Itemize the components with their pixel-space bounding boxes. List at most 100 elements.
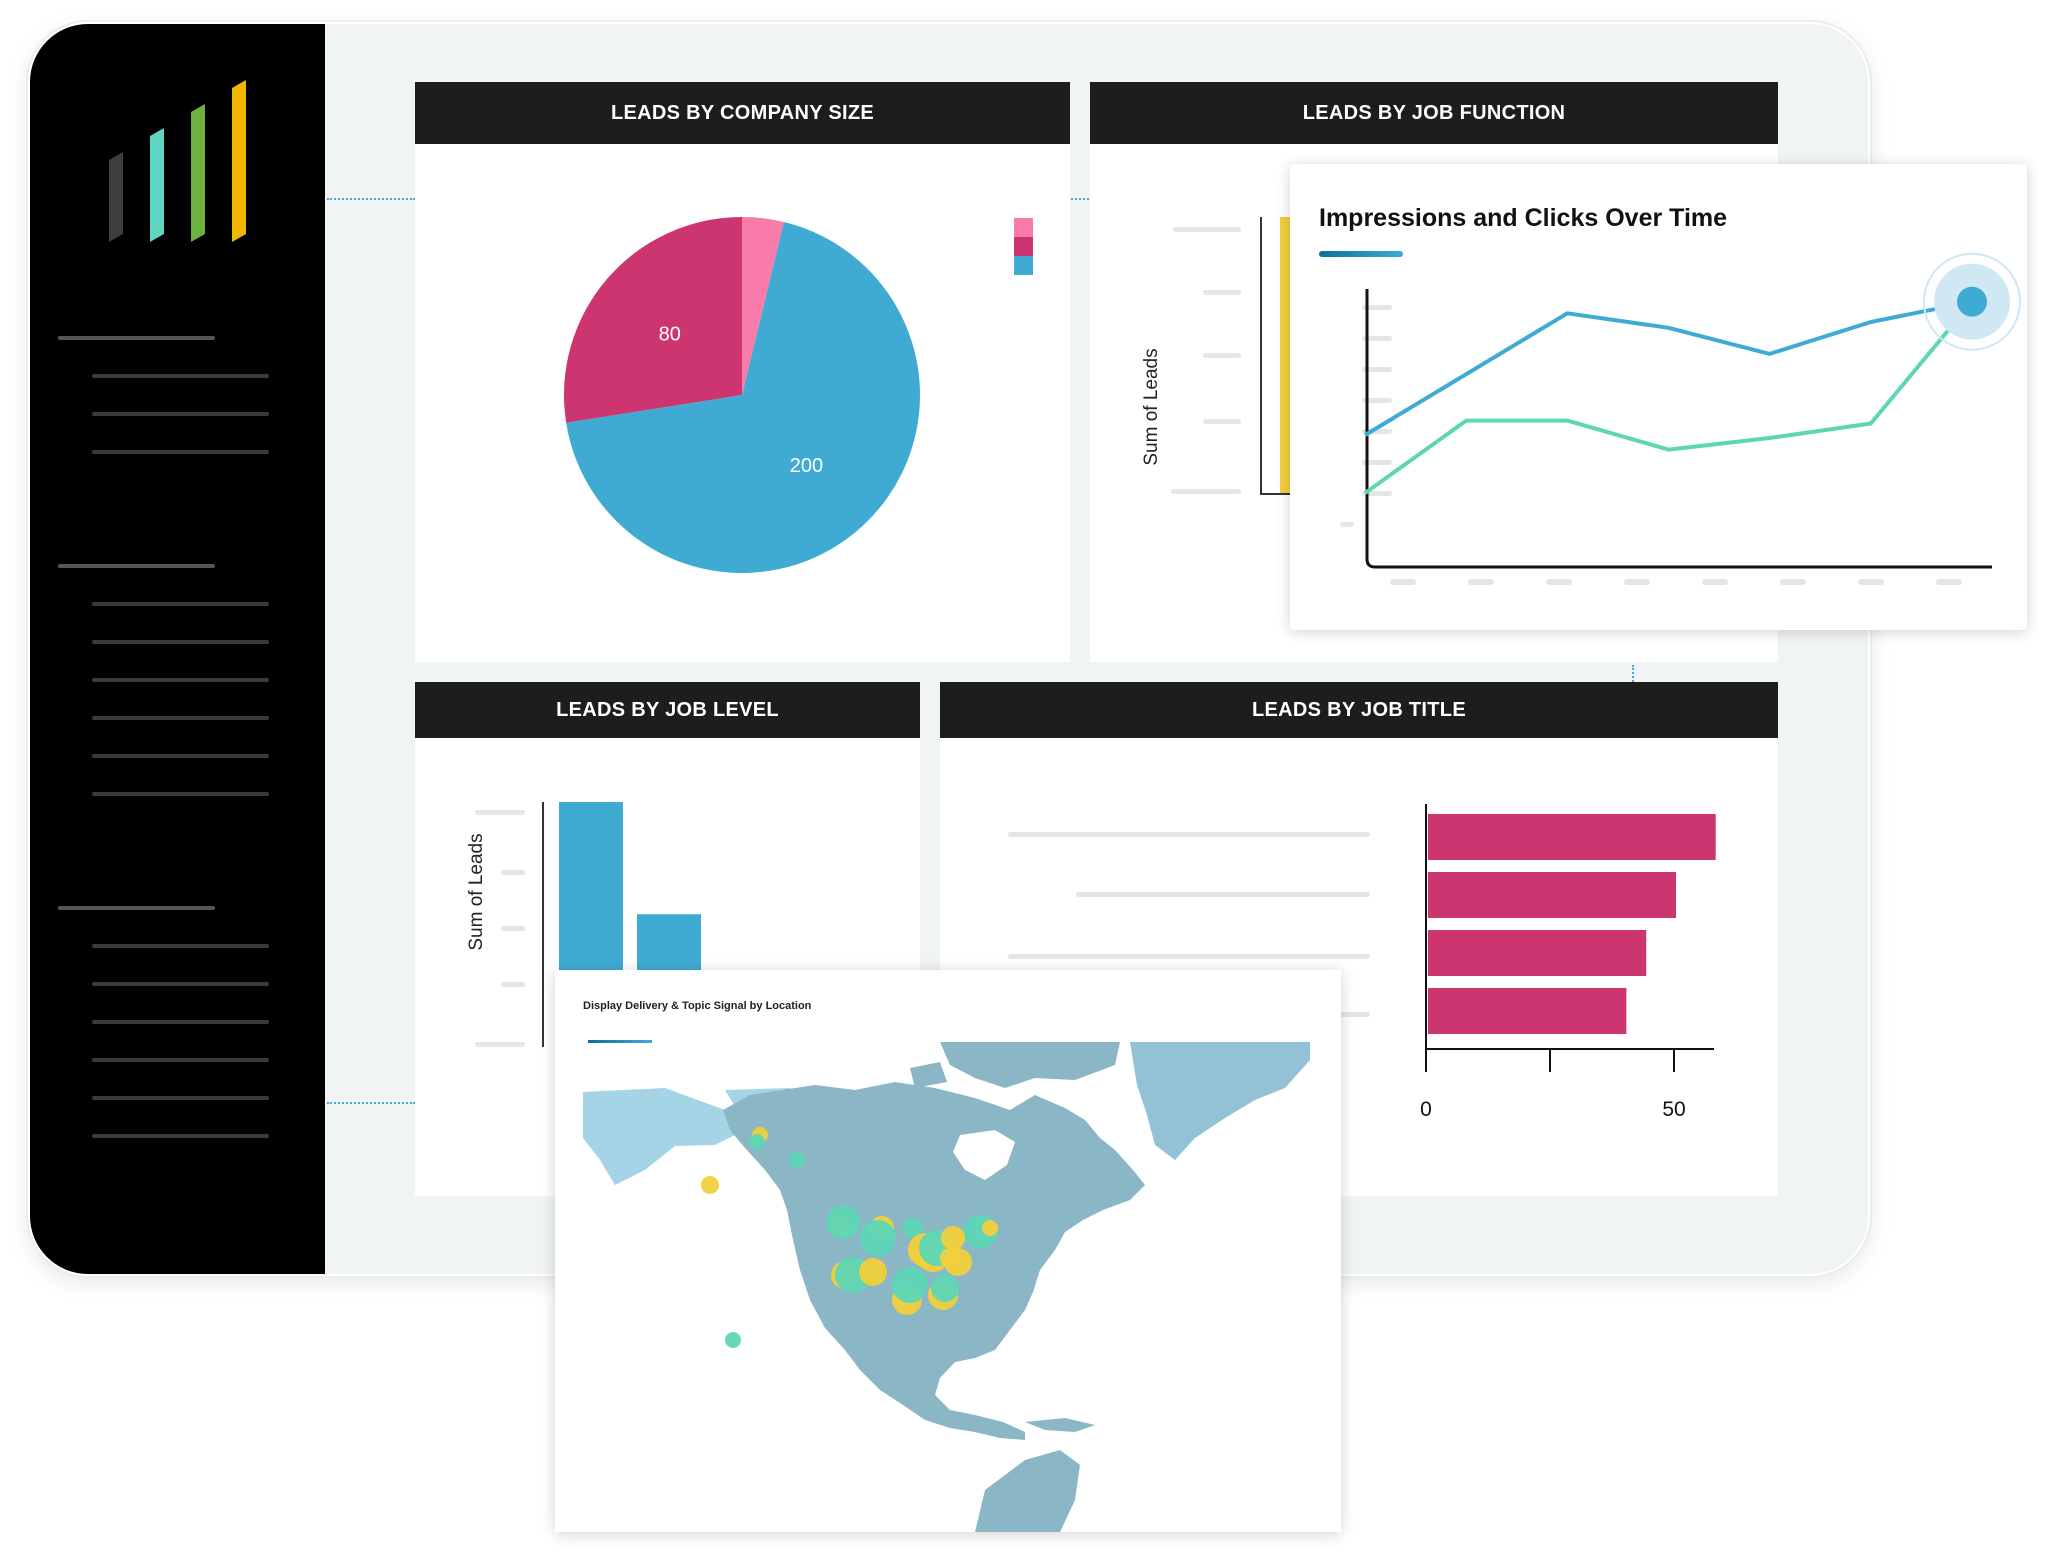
logo-bar-4 [232,80,246,242]
nav-group-heading[interactable] [58,336,215,340]
nav-item[interactable] [92,374,269,378]
x-tick-placeholder [1546,579,1572,585]
nav-item[interactable] [92,1134,269,1138]
tick-placeholder [1203,353,1241,358]
panel-title: LEADS BY JOB LEVEL [415,682,920,738]
map-region-caribbean [1025,1418,1095,1432]
legend-swatch [1014,237,1033,256]
nav-item[interactable] [92,716,269,720]
map-bubble [789,1152,805,1168]
connector-line [327,1102,415,1104]
map-bubble [859,1258,887,1286]
nav-item[interactable] [92,792,269,796]
logo-bar-3 [191,104,205,242]
nav-item[interactable] [92,1058,269,1062]
tick-placeholder [1362,398,1392,403]
tick-placeholder [1173,227,1241,232]
tick-placeholder [1362,336,1392,341]
title-underline [588,1040,652,1043]
logo-icon [109,80,246,242]
line-series [1363,300,1974,495]
logo-bar-1 [109,152,123,242]
job-title-bar [1428,814,1716,860]
nav-group-heading[interactable] [58,906,215,910]
x-tick-label: 0 [1420,1098,1432,1121]
x-tick-placeholder [1390,579,1416,585]
nav-item[interactable] [92,450,269,454]
nav-item[interactable] [92,1096,269,1100]
y-axis [542,802,544,1047]
card-title: Impressions and Clicks Over Time [1319,204,1728,232]
nav-group-heading[interactable] [58,564,215,568]
nav-item[interactable] [92,678,269,682]
panel-title: LEADS BY JOB TITLE [940,682,1778,738]
tick-placeholder [1203,419,1241,424]
tick-placeholder [1362,460,1392,465]
tick-placeholder [1171,489,1241,494]
y-axis-label-wrap: Sum of Leads [1132,292,1172,522]
impressions-card: Impressions and Clicks Over Time [1290,164,2027,630]
panel-title: LEADS BY COMPANY SIZE [415,82,1070,144]
nav-item[interactable] [92,944,269,948]
line-axes [1365,289,1992,569]
pie-slice [742,217,784,395]
impressions-line-chart [1363,252,2021,585]
pie-slice-label: 80 [659,323,681,345]
bar [1280,217,1290,493]
panel-title: LEADS BY JOB FUNCTION [1090,82,1778,144]
job-title-bar [1428,930,1647,976]
label-placeholder [1076,892,1370,897]
label-placeholder [1008,832,1370,837]
map-region-arctic-island [910,1062,947,1088]
map-bubble [941,1226,965,1250]
panel-company-size: LEADS BY COMPANY SIZE 200 80 [415,82,1070,662]
pie-slice-label: 200 [790,455,823,477]
y-axis [1260,217,1262,495]
tick-placeholder [1362,429,1392,434]
map-bubble [701,1176,719,1194]
highlight-point [1957,286,1987,317]
legend-swatch [1014,218,1033,237]
tick-placeholder [475,810,525,815]
north-america-map [583,1042,1310,1532]
map-bubble [860,1220,896,1256]
map-bubble [903,1218,923,1238]
map-bubble [931,1274,959,1302]
nav-item[interactable] [92,640,269,644]
tick-placeholder [1203,290,1241,295]
map-hudson-bay [953,1130,1015,1180]
job-title-bar [1428,872,1676,918]
line-series [1363,299,1973,437]
label-placeholder [1008,954,1370,959]
nav-item[interactable] [92,982,269,986]
map-bubble [725,1332,741,1348]
map-region-greenland [1130,1042,1310,1160]
tick-placeholder [475,1042,525,1047]
nav-item[interactable] [92,602,269,606]
nav-item[interactable] [92,412,269,416]
nav-item[interactable] [92,1020,269,1024]
x-tick-placeholder [1780,579,1806,585]
nav-item[interactable] [92,754,269,758]
job-title-bar-chart: 0 50 [1420,804,1716,1121]
pie-slice [566,221,920,574]
connector-line [327,198,415,200]
pie-chart: 200 80 [564,217,920,574]
connector-line [1071,198,1093,200]
map-region-south-america [975,1450,1080,1532]
x-tick-placeholder [1468,579,1494,585]
map-bubble [940,1248,960,1268]
tick-placeholder [1362,491,1392,496]
job-title-bar [1428,988,1627,1034]
title-underline [1319,251,1403,257]
tick-placeholder [1362,367,1392,372]
tick-placeholder [1340,522,1354,527]
y-axis-label: Sum of Leads [1141,348,1162,466]
map-bubble [826,1205,860,1239]
map-card: Display Delivery & Topic Signal by Locat… [555,970,1341,1532]
x-tick-placeholder [1624,579,1650,585]
map-bubbles [701,1127,998,1348]
x-tick-label: 50 [1662,1098,1685,1121]
card-title: Display Delivery & Topic Signal by Locat… [583,1000,812,1012]
legend-swatch [1014,256,1033,275]
